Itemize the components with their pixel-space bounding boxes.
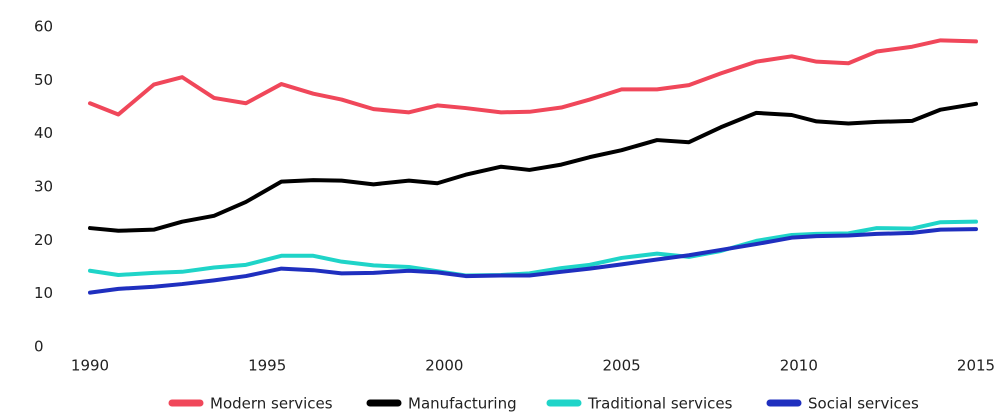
series-line	[88, 38, 978, 117]
y-tick-label: 50	[34, 71, 53, 89]
legend-label: Modern services	[210, 395, 333, 413]
series-line	[88, 227, 978, 295]
series-line	[88, 219, 978, 278]
legend-label: Traditional services	[587, 395, 733, 413]
y-tick-label: 30	[34, 178, 53, 196]
series-line	[88, 101, 978, 233]
y-tick-label: 40	[34, 124, 53, 142]
x-tick-label: 1995	[248, 357, 286, 375]
x-tick-label: 2010	[780, 357, 818, 375]
x-tick-label: 2000	[425, 357, 463, 375]
x-tick-label: 2005	[603, 357, 641, 375]
y-tick-label: 20	[34, 231, 53, 249]
y-tick-label: 0	[34, 338, 44, 356]
legend-label: Manufacturing	[408, 395, 517, 413]
y-tick-label: 60	[34, 18, 53, 36]
y-tick-label: 10	[34, 284, 53, 302]
x-tick-label: 1990	[71, 357, 109, 375]
x-tick-label: 2015	[957, 357, 995, 375]
legend-label: Social services	[808, 395, 919, 413]
